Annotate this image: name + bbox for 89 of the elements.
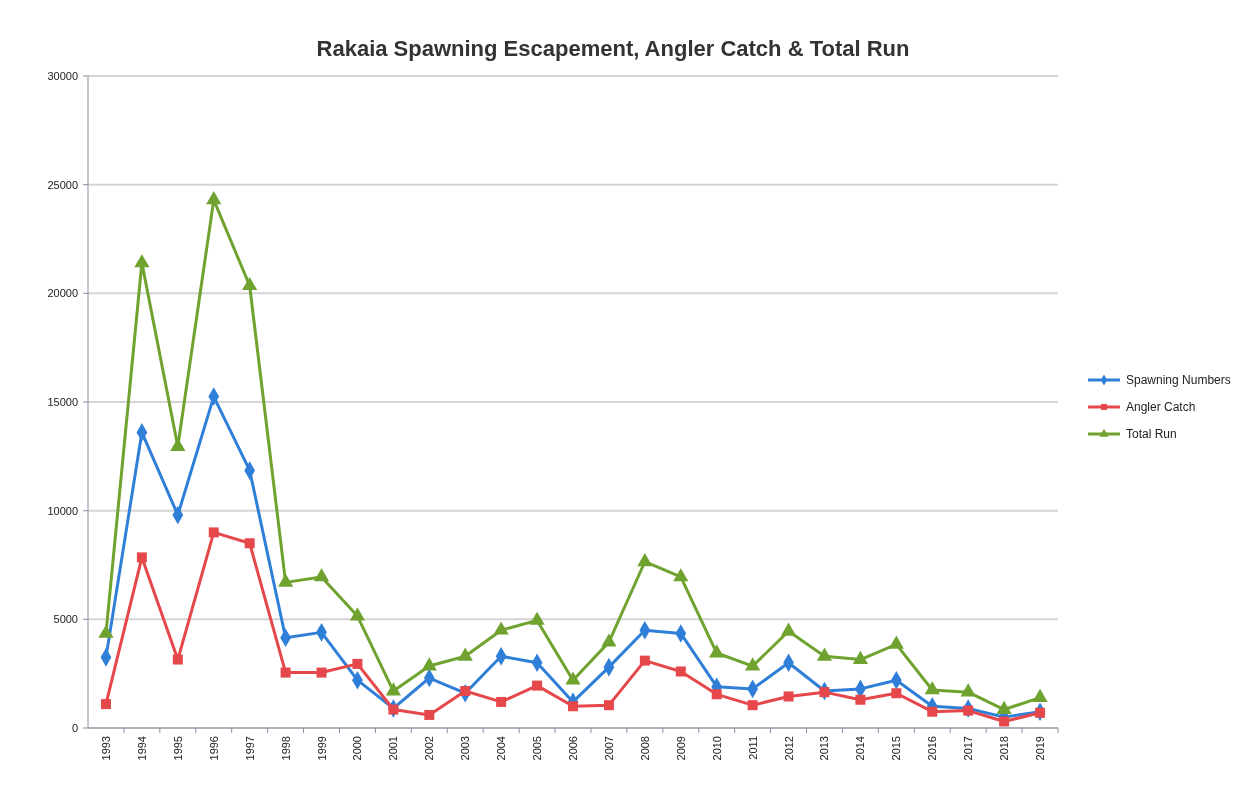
x-tick-label: 2007 (602, 736, 615, 761)
x-tick-label: 2010 (710, 736, 723, 761)
x-tick-label: 2002 (423, 736, 436, 761)
point (316, 667, 327, 678)
point (711, 689, 722, 700)
x-tick-label: 2009 (674, 736, 687, 761)
point (927, 706, 938, 717)
point (100, 699, 111, 710)
point (673, 568, 689, 582)
point (601, 633, 617, 647)
point (172, 654, 183, 665)
point (206, 191, 222, 205)
point (639, 655, 650, 666)
point (747, 700, 758, 711)
x-tick-label: 1997 (243, 736, 256, 761)
x-tick-label: 2006 (567, 736, 579, 761)
point (242, 276, 258, 291)
point (208, 527, 219, 538)
y-tick-label: 20000 (47, 287, 78, 300)
point (532, 680, 543, 691)
y-tick-label: 5000 (53, 613, 78, 626)
point (924, 681, 940, 695)
chart-title: Rakaia Spawning Escapement, Angler Catch & Total Run (316, 36, 910, 61)
x-tick-label: 2018 (998, 736, 1011, 761)
point (819, 687, 830, 698)
x-tick-label: 1999 (315, 736, 328, 761)
point (421, 657, 437, 671)
y-tick-label: 15000 (47, 395, 78, 408)
y-tick-label: 10000 (47, 504, 78, 517)
point (960, 683, 976, 697)
point (496, 696, 507, 707)
point (388, 704, 399, 715)
x-tick-label: 2016 (926, 736, 939, 761)
point (891, 688, 902, 699)
y-tick-label: 30000 (47, 69, 78, 82)
point (493, 621, 509, 635)
x-tick-label: 2003 (459, 736, 472, 761)
x-tick-label: 1996 (207, 736, 220, 761)
legend-label: Spawning Numbers (1126, 373, 1231, 388)
point (134, 254, 150, 268)
x-tick-label: 2004 (495, 736, 508, 761)
y-tick-label: 0 (71, 721, 78, 734)
x-tick-label: 2001 (387, 736, 400, 761)
y-tick-label: 25000 (47, 178, 78, 191)
point (460, 686, 471, 697)
point (637, 552, 653, 567)
x-tick-label: 2017 (962, 736, 975, 761)
legend-label: Total Run (1126, 427, 1177, 442)
x-tick-label: 2019 (1034, 736, 1047, 761)
x-tick-label: 2008 (638, 736, 651, 761)
point (709, 644, 725, 658)
point (280, 667, 291, 678)
x-tick-label: 2014 (854, 736, 867, 761)
point (136, 552, 147, 563)
x-tick-label: 2013 (818, 736, 831, 761)
point (352, 658, 363, 669)
x-tick-label: 1998 (279, 736, 292, 761)
point (349, 607, 366, 621)
point (568, 701, 578, 712)
x-tick-label: 2015 (890, 736, 903, 761)
point (529, 611, 545, 625)
x-tick-label: 2012 (782, 736, 795, 761)
point (244, 538, 255, 549)
x-tick-label: 2011 (746, 736, 759, 760)
point (675, 666, 686, 677)
point (457, 647, 473, 661)
point (999, 716, 1010, 727)
point (783, 691, 794, 702)
point (565, 671, 581, 685)
x-tick-label: 2000 (351, 736, 364, 761)
point (98, 624, 114, 638)
point (745, 657, 761, 671)
legend-label: Angler Catch (1126, 400, 1196, 415)
x-tick-label: 1993 (99, 736, 112, 761)
point (277, 573, 294, 587)
x-tick-label: 1994 (135, 736, 148, 761)
point (1035, 707, 1046, 718)
point (603, 700, 614, 711)
x-tick-label: 2005 (531, 736, 544, 761)
point (888, 635, 904, 649)
point (385, 682, 401, 696)
point (780, 622, 797, 636)
point (855, 694, 866, 705)
x-tick-label: 1995 (171, 736, 184, 761)
point (424, 709, 435, 720)
point (816, 647, 833, 661)
point (852, 650, 869, 664)
point (313, 568, 330, 582)
point (963, 705, 974, 716)
